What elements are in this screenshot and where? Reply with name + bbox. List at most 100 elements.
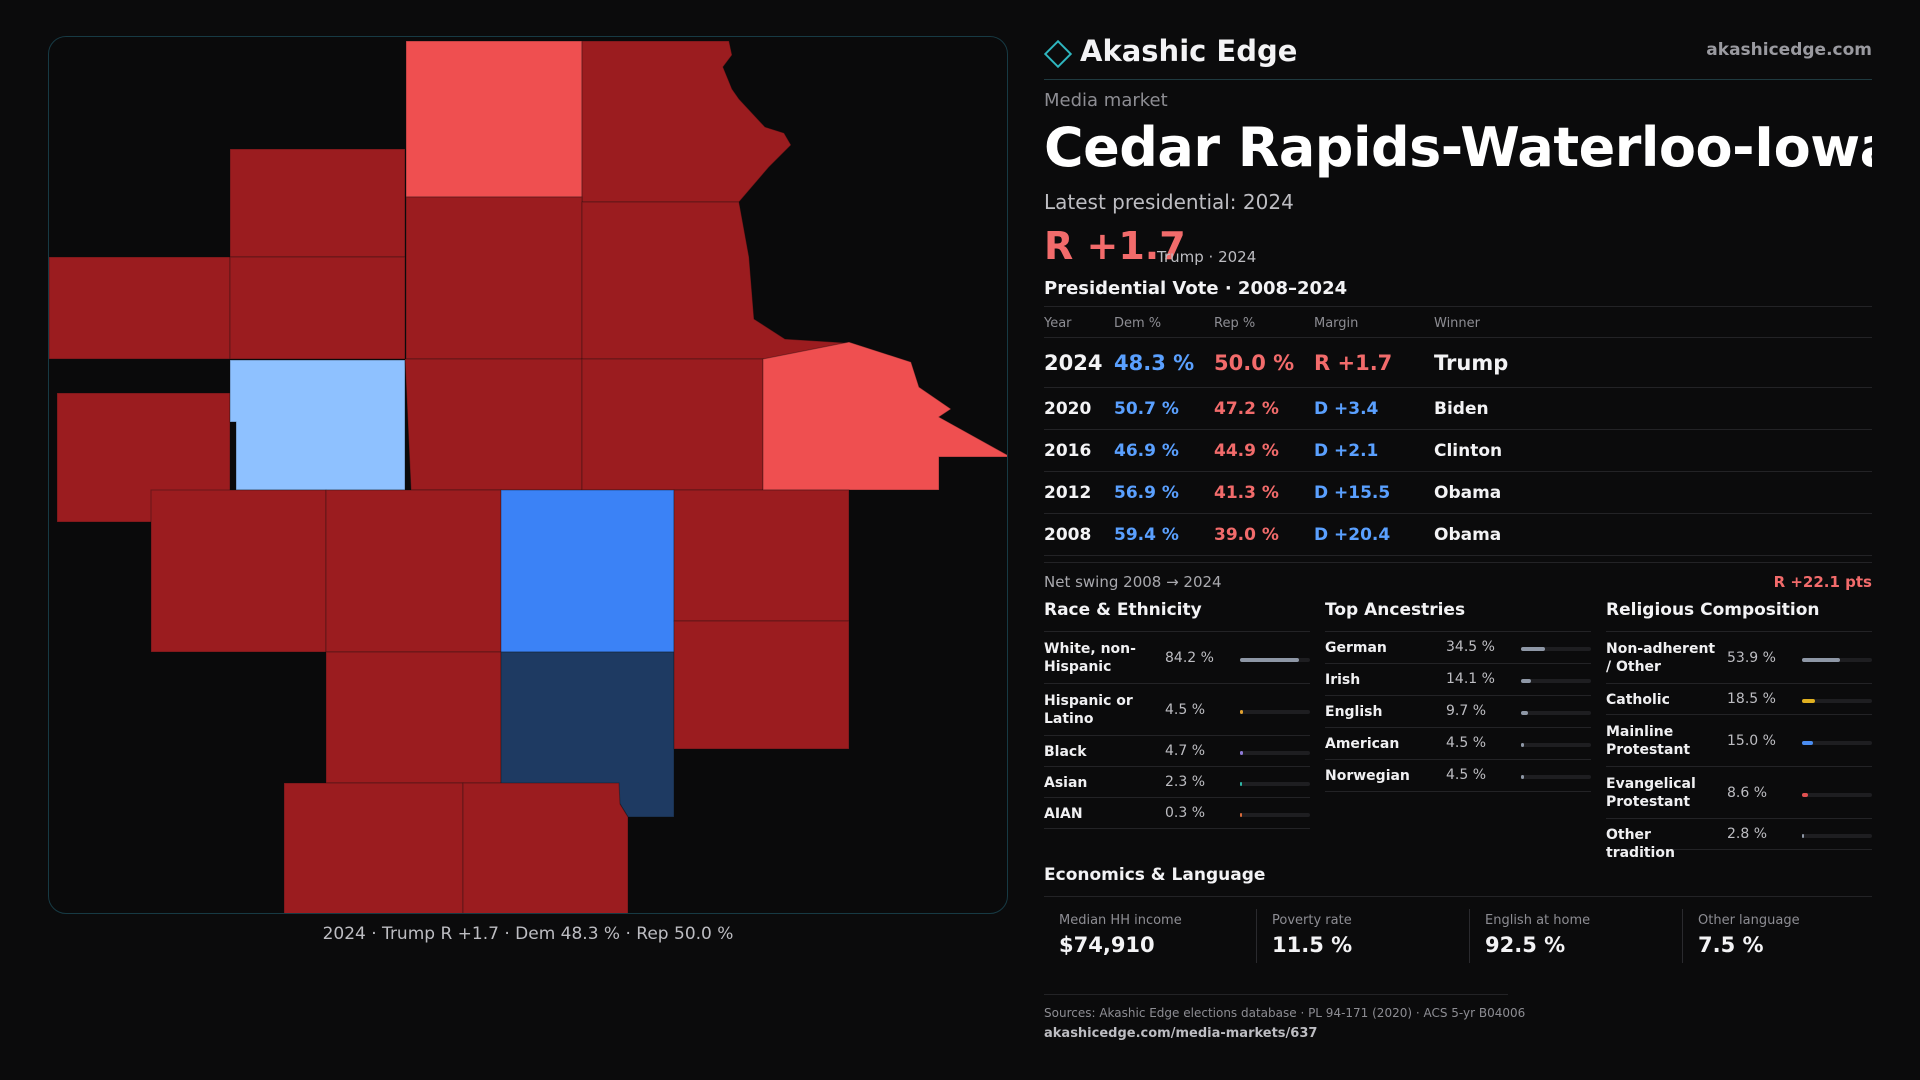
winner-cell: Obama bbox=[1434, 483, 1502, 503]
county-map-svg[interactable] bbox=[49, 37, 1008, 914]
county-shape[interactable] bbox=[405, 196, 583, 360]
bar-track bbox=[1521, 647, 1591, 651]
bar-track bbox=[1240, 782, 1310, 786]
winner-cell: Biden bbox=[1434, 399, 1489, 419]
county-shape[interactable] bbox=[325, 489, 502, 653]
bar-track bbox=[1240, 813, 1310, 817]
item-label: German bbox=[1325, 640, 1387, 656]
list-item: White, non-Hispanic 84.2 % bbox=[1044, 632, 1310, 684]
religion-title: Religious Composition bbox=[1606, 600, 1872, 632]
rep-cell: 44.9 % bbox=[1214, 441, 1279, 461]
county-shape[interactable] bbox=[462, 782, 629, 914]
bar-track bbox=[1240, 751, 1310, 755]
county-shape[interactable] bbox=[325, 651, 502, 784]
county-shape[interactable] bbox=[229, 359, 406, 491]
brand-url-link[interactable]: akashicedge.com bbox=[1706, 40, 1872, 60]
net-swing-value: R +22.1 pts bbox=[1773, 573, 1872, 591]
list-item: English 9.7 % bbox=[1325, 696, 1591, 728]
margin-cell: D +3.4 bbox=[1314, 399, 1379, 419]
year-cell: 2012 bbox=[1044, 483, 1092, 503]
bar-fill bbox=[1521, 647, 1546, 651]
margin-cell: D +15.5 bbox=[1314, 483, 1391, 503]
stat-value: 92.5 % bbox=[1485, 933, 1566, 957]
county-shape[interactable] bbox=[49, 256, 231, 360]
item-label: White, non-Hispanic bbox=[1044, 641, 1136, 675]
header-margin: Margin bbox=[1314, 316, 1359, 331]
bar-fill bbox=[1521, 743, 1525, 747]
header-dem: Dem % bbox=[1114, 316, 1162, 331]
county-shape[interactable] bbox=[405, 40, 583, 198]
county-shape[interactable] bbox=[762, 341, 1008, 491]
list-item: German 34.5 % bbox=[1325, 632, 1591, 664]
stat-label: Poverty rate bbox=[1272, 913, 1352, 928]
item-value: 4.5 % bbox=[1446, 767, 1487, 783]
bar-track bbox=[1802, 658, 1872, 662]
winner-cell: Clinton bbox=[1434, 441, 1503, 461]
item-label: Mainline Protestant bbox=[1606, 724, 1691, 758]
list-item: Norwegian 4.5 % bbox=[1325, 760, 1591, 792]
item-label: Catholic bbox=[1606, 692, 1670, 708]
bar-fill bbox=[1802, 658, 1840, 662]
county-shape[interactable] bbox=[581, 201, 850, 360]
religion-block: Religious Composition Non-adherent / Oth… bbox=[1606, 600, 1872, 861]
county-map[interactable] bbox=[48, 36, 1008, 914]
divider bbox=[1469, 909, 1470, 963]
item-value: 53.9 % bbox=[1727, 650, 1776, 666]
dem-cell: 59.4 % bbox=[1114, 525, 1179, 545]
list-item: Irish 14.1 % bbox=[1325, 664, 1591, 696]
list-item: Mainline Protestant 15.0 % bbox=[1606, 715, 1872, 767]
county-shape[interactable] bbox=[581, 358, 764, 491]
bar-fill bbox=[1240, 658, 1299, 662]
year-cell: 2024 bbox=[1044, 351, 1103, 375]
stat-label: Other language bbox=[1698, 913, 1800, 928]
list-item: AIAN 0.3 % bbox=[1044, 798, 1310, 829]
ancestries-title: Top Ancestries bbox=[1325, 600, 1591, 632]
item-label: Other tradition bbox=[1606, 827, 1675, 861]
net-swing-label: Net swing 2008 → 2024 bbox=[1044, 573, 1222, 591]
sources-url-link[interactable]: akashicedge.com/media-markets/637 bbox=[1044, 1026, 1318, 1041]
item-value: 4.5 % bbox=[1446, 735, 1487, 751]
county-shape[interactable] bbox=[283, 782, 464, 914]
county-shape[interactable] bbox=[673, 620, 850, 750]
item-label: Irish bbox=[1325, 672, 1361, 688]
net-swing-row: Net swing 2008 → 2024 R +22.1 pts bbox=[1044, 562, 1872, 594]
item-value: 18.5 % bbox=[1727, 691, 1776, 707]
item-value: 0.3 % bbox=[1165, 805, 1206, 821]
county-shape[interactable] bbox=[229, 256, 406, 360]
county-shape[interactable] bbox=[500, 489, 675, 653]
county-shape[interactable] bbox=[150, 489, 327, 653]
margin-cell: D +2.1 bbox=[1314, 441, 1379, 461]
item-label: AIAN bbox=[1044, 806, 1083, 822]
bar-track bbox=[1521, 679, 1591, 683]
stat-value: 11.5 % bbox=[1272, 933, 1353, 957]
dem-cell: 46.9 % bbox=[1114, 441, 1179, 461]
stat-value: 7.5 % bbox=[1698, 933, 1764, 957]
item-value: 34.5 % bbox=[1446, 639, 1495, 655]
winner-cell: Trump bbox=[1434, 351, 1509, 375]
margin-cell: D +20.4 bbox=[1314, 525, 1391, 545]
diamond-logo-icon bbox=[1044, 39, 1073, 69]
year-cell: 2016 bbox=[1044, 441, 1092, 461]
county-shape[interactable] bbox=[673, 489, 850, 622]
map-caption: 2024 · Trump R +1.7 · Dem 48.3 % · Rep 5… bbox=[322, 924, 734, 944]
county-shape[interactable] bbox=[581, 40, 792, 203]
item-label: Black bbox=[1044, 744, 1087, 760]
stat-label: English at home bbox=[1485, 913, 1591, 928]
bar-fill bbox=[1521, 679, 1531, 683]
item-label: English bbox=[1325, 704, 1383, 720]
county-shape[interactable] bbox=[229, 148, 406, 258]
table-row: 2008 59.4 % 39.0 % D +20.4 Obama bbox=[1044, 514, 1872, 556]
list-item: Catholic 18.5 % bbox=[1606, 684, 1872, 715]
item-value: 14.1 % bbox=[1446, 671, 1495, 687]
brand-name: Akashic Edge bbox=[1080, 34, 1298, 68]
header-year: Year bbox=[1044, 316, 1072, 331]
rep-cell: 39.0 % bbox=[1214, 525, 1279, 545]
race-ethnicity-block: Race & Ethnicity White, non-Hispanic 84.2… bbox=[1044, 600, 1310, 829]
info-panel: Akashic Edge akashicedge.com Media marke… bbox=[1044, 0, 1872, 1080]
item-value: 8.6 % bbox=[1727, 785, 1768, 801]
list-item: Black 4.7 % bbox=[1044, 736, 1310, 767]
item-value: 4.7 % bbox=[1165, 743, 1206, 759]
item-value: 9.7 % bbox=[1446, 703, 1487, 719]
rep-cell: 50.0 % bbox=[1214, 351, 1295, 375]
county-shape[interactable] bbox=[404, 358, 583, 491]
